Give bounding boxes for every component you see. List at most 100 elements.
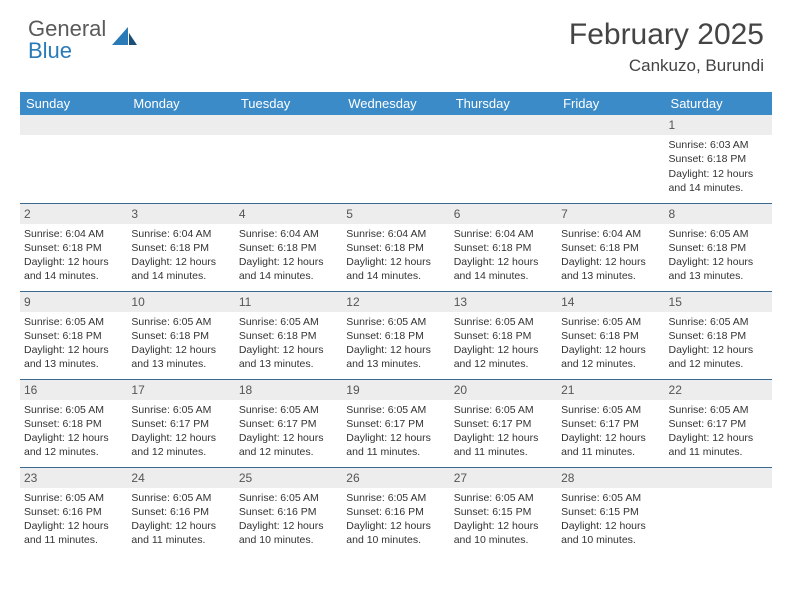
calendar-week-row: 16Sunrise: 6:05 AMSunset: 6:18 PMDayligh… (20, 379, 772, 467)
calendar-day-cell: 8 Sunrise: 6:05 AMSunset: 6:18 PMDaylight… (665, 203, 772, 291)
day-details: Sunrise: 6:05 AMSunset: 6:18 PMDaylight:… (669, 315, 768, 372)
day-number: 15 (665, 292, 772, 312)
day-number (235, 115, 342, 135)
calendar-day-cell: 10Sunrise: 6:05 AMSunset: 6:18 PMDayligh… (127, 291, 234, 379)
day-number: 21 (557, 380, 664, 400)
day-number (127, 115, 234, 135)
title-block: February 2025 Cankuzo, Burundi (569, 18, 764, 76)
sail-icon (112, 27, 138, 54)
day-details: Sunrise: 6:03 AMSunset: 6:18 PMDaylight:… (669, 138, 768, 195)
day-number (450, 115, 557, 135)
day-number: 5 (342, 204, 449, 224)
day-number: 8 (665, 204, 772, 224)
day-details: Sunrise: 6:05 AMSunset: 6:18 PMDaylight:… (131, 315, 230, 372)
day-number: 13 (450, 292, 557, 312)
day-number: 1 (665, 115, 772, 135)
calendar-day-cell: 20 Sunrise: 6:05 AMSunset: 6:17 PMDayligh… (450, 379, 557, 467)
day-details: Sunrise: 6:04 AMSunset: 6:18 PMDaylight:… (24, 227, 123, 284)
day-number (557, 115, 664, 135)
day-details: Sunrise: 6:05 AMSunset: 6:18 PMDaylight:… (346, 315, 445, 372)
calendar-day-cell (450, 115, 557, 203)
day-number (20, 115, 127, 135)
day-number: 19 (342, 380, 449, 400)
day-details: Sunrise: 6:05 AMSunset: 6:18 PMDaylight:… (561, 315, 660, 372)
calendar-day-cell: 17 Sunrise: 6:05 AMSunset: 6:17 PMDayligh… (127, 379, 234, 467)
calendar-week-row: 1 Sunrise: 6:03 AMSunset: 6:18 PMDaylight… (20, 115, 772, 203)
day-header: Saturday (665, 92, 772, 115)
calendar-week-row: 23Sunrise: 6:05 AMSunset: 6:16 PMDayligh… (20, 467, 772, 555)
month-title: February 2025 (569, 18, 764, 52)
calendar-week-row: 2Sunrise: 6:04 AMSunset: 6:18 PMDaylight… (20, 203, 772, 291)
calendar-day-cell: 12 Sunrise: 6:05 AMSunset: 6:18 PMDayligh… (342, 291, 449, 379)
location: Cankuzo, Burundi (569, 56, 764, 76)
day-details: Sunrise: 6:05 AMSunset: 6:17 PMDaylight:… (454, 403, 553, 460)
day-details: Sunrise: 6:05 AMSunset: 6:18 PMDaylight:… (239, 315, 338, 372)
day-details: Sunrise: 6:04 AMSunset: 6:18 PMDaylight:… (131, 227, 230, 284)
day-number: 20 (450, 380, 557, 400)
calendar-day-cell (342, 115, 449, 203)
calendar-day-cell: 24 Sunrise: 6:05 AMSunset: 6:16 PMDayligh… (127, 467, 234, 555)
calendar-day-cell (127, 115, 234, 203)
day-number: 28 (557, 468, 664, 488)
calendar-day-cell (20, 115, 127, 203)
day-details: Sunrise: 6:05 AMSunset: 6:18 PMDaylight:… (24, 315, 123, 372)
calendar-day-cell: 14 Sunrise: 6:05 AMSunset: 6:18 PMDayligh… (557, 291, 664, 379)
day-number: 22 (665, 380, 772, 400)
day-number: 2 (20, 204, 127, 224)
day-number: 12 (342, 292, 449, 312)
calendar-day-cell (665, 467, 772, 555)
calendar-day-cell: 5Sunrise: 6:04 AMSunset: 6:18 PMDaylight… (342, 203, 449, 291)
day-number: 4 (235, 204, 342, 224)
day-details: Sunrise: 6:04 AMSunset: 6:18 PMDaylight:… (454, 227, 553, 284)
calendar-day-cell: 11 Sunrise: 6:05 AMSunset: 6:18 PMDayligh… (235, 291, 342, 379)
day-number: 14 (557, 292, 664, 312)
day-details: Sunrise: 6:05 AMSunset: 6:16 PMDaylight:… (24, 491, 123, 548)
calendar-body: 1 Sunrise: 6:03 AMSunset: 6:18 PMDaylight… (20, 115, 772, 555)
day-number: 26 (342, 468, 449, 488)
calendar-week-row: 9Sunrise: 6:05 AMSunset: 6:18 PMDaylight… (20, 291, 772, 379)
day-header: Thursday (450, 92, 557, 115)
day-number: 6 (450, 204, 557, 224)
day-details: Sunrise: 6:05 AMSunset: 6:15 PMDaylight:… (454, 491, 553, 548)
day-details: Sunrise: 6:05 AMSunset: 6:15 PMDaylight:… (561, 491, 660, 548)
day-header: Friday (557, 92, 664, 115)
calendar-day-cell: 18Sunrise: 6:05 AMSunset: 6:17 PMDayligh… (235, 379, 342, 467)
calendar-day-cell: 23 Sunrise: 6:05 AMSunset: 6:16 PMDayligh… (20, 467, 127, 555)
calendar-table: SundayMondayTuesdayWednesdayThursdayFrid… (20, 92, 772, 555)
calendar-day-cell: 1 Sunrise: 6:03 AMSunset: 6:18 PMDaylight… (665, 115, 772, 203)
calendar-day-cell: 6 Sunrise: 6:04 AMSunset: 6:18 PMDaylight… (450, 203, 557, 291)
brand-line2: Blue (28, 38, 72, 63)
brand-logo: General Blue (28, 18, 138, 62)
day-details: Sunrise: 6:04 AMSunset: 6:18 PMDaylight:… (239, 227, 338, 284)
day-number: 27 (450, 468, 557, 488)
day-number: 11 (235, 292, 342, 312)
calendar-day-cell: 3Sunrise: 6:04 AMSunset: 6:18 PMDaylight… (127, 203, 234, 291)
day-details: Sunrise: 6:05 AMSunset: 6:18 PMDaylight:… (454, 315, 553, 372)
day-details: Sunrise: 6:05 AMSunset: 6:17 PMDaylight:… (669, 403, 768, 460)
day-details: Sunrise: 6:05 AMSunset: 6:16 PMDaylight:… (131, 491, 230, 548)
day-number: 17 (127, 380, 234, 400)
calendar-day-cell: 19Sunrise: 6:05 AMSunset: 6:17 PMDayligh… (342, 379, 449, 467)
day-number: 9 (20, 292, 127, 312)
header: General Blue February 2025 Cankuzo, Buru… (0, 0, 792, 84)
calendar-header-row: SundayMondayTuesdayWednesdayThursdayFrid… (20, 92, 772, 115)
calendar-day-cell (235, 115, 342, 203)
calendar-day-cell: 25 Sunrise: 6:05 AMSunset: 6:16 PMDayligh… (235, 467, 342, 555)
day-header: Wednesday (342, 92, 449, 115)
brand-line1: General (28, 18, 106, 40)
day-header: Monday (127, 92, 234, 115)
calendar-day-cell: 27 Sunrise: 6:05 AMSunset: 6:15 PMDayligh… (450, 467, 557, 555)
day-number: 7 (557, 204, 664, 224)
day-details: Sunrise: 6:05 AMSunset: 6:17 PMDaylight:… (131, 403, 230, 460)
day-details: Sunrise: 6:05 AMSunset: 6:16 PMDaylight:… (239, 491, 338, 548)
calendar-day-cell: 9 Sunrise: 6:05 AMSunset: 6:18 PMDaylight… (20, 291, 127, 379)
day-header: Tuesday (235, 92, 342, 115)
day-number: 18 (235, 380, 342, 400)
day-number: 25 (235, 468, 342, 488)
day-number: 23 (20, 468, 127, 488)
day-number (665, 468, 772, 488)
day-details: Sunrise: 6:05 AMSunset: 6:18 PMDaylight:… (669, 227, 768, 284)
day-details: Sunrise: 6:05 AMSunset: 6:18 PMDaylight:… (24, 403, 123, 460)
day-number: 24 (127, 468, 234, 488)
calendar-day-cell: 4 Sunrise: 6:04 AMSunset: 6:18 PMDaylight… (235, 203, 342, 291)
